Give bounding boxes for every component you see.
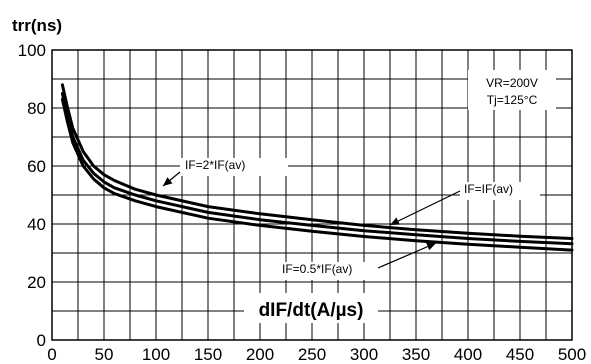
plot-frame [51,49,573,341]
x-tick-label: 0 [47,345,56,364]
y-tick-label: 60 [27,157,46,176]
leader-arrowhead [163,177,173,186]
y-tick-label: 0 [37,331,46,350]
x-tick-label: 250 [298,345,326,364]
x-axis-title-box: dIF/dt(A/µs) [244,293,378,323]
leader-line [377,242,437,269]
x-tick-label: 200 [246,345,274,364]
y-tick-label: 40 [27,215,46,234]
y-tick-label: 80 [27,99,46,118]
x-tick-label: 100 [142,345,170,364]
series-labels: IF=2*IF(av) IF=IF(av) IF=0.5*IF(av) [162,158,540,280]
x-tick-label: 500 [558,345,586,364]
x-axis-title: dIF/dt(A/µs) [259,300,364,321]
series-label: IF=IF(av) [464,182,513,196]
series-line-1 [60,83,574,240]
x-axis-title-background [244,293,378,323]
leader-line [389,190,461,226]
conditions-box: VR=200V Tj=125°C [468,70,556,110]
series-label: IF=2*IF(av) [185,158,245,172]
series-label: IF=0.5*IF(av) [282,262,352,276]
condition-vr: VR=200V [486,76,538,90]
x-tick-label: 400 [454,345,482,364]
conditions-background [468,70,556,110]
series-lines [60,83,574,252]
x-tick-label: 450 [506,345,534,364]
grid [51,49,573,341]
x-tick-label: 300 [350,345,378,364]
y-axis-title: trr(ns) [12,16,62,35]
x-tick-label: 350 [402,345,430,364]
leader-arrowhead [426,242,436,251]
y-tick-label: 100 [18,41,46,60]
x-tick-label: 150 [194,345,222,364]
x-tick-label: 50 [95,345,114,364]
series-label-background [278,262,378,280]
y-tick-label: 20 [27,273,46,292]
tick-labels: 0 50 100 150 200 250 300 350 400 450 500 0 20 40 60 80 1… [18,41,587,364]
series-label-background [180,158,288,176]
series-line-2 [60,92,574,246]
condition-tj: Tj=125°C [487,93,538,107]
series-label-background [460,182,540,200]
series-line-3 [60,97,574,252]
leader-arrowhead [390,217,400,225]
